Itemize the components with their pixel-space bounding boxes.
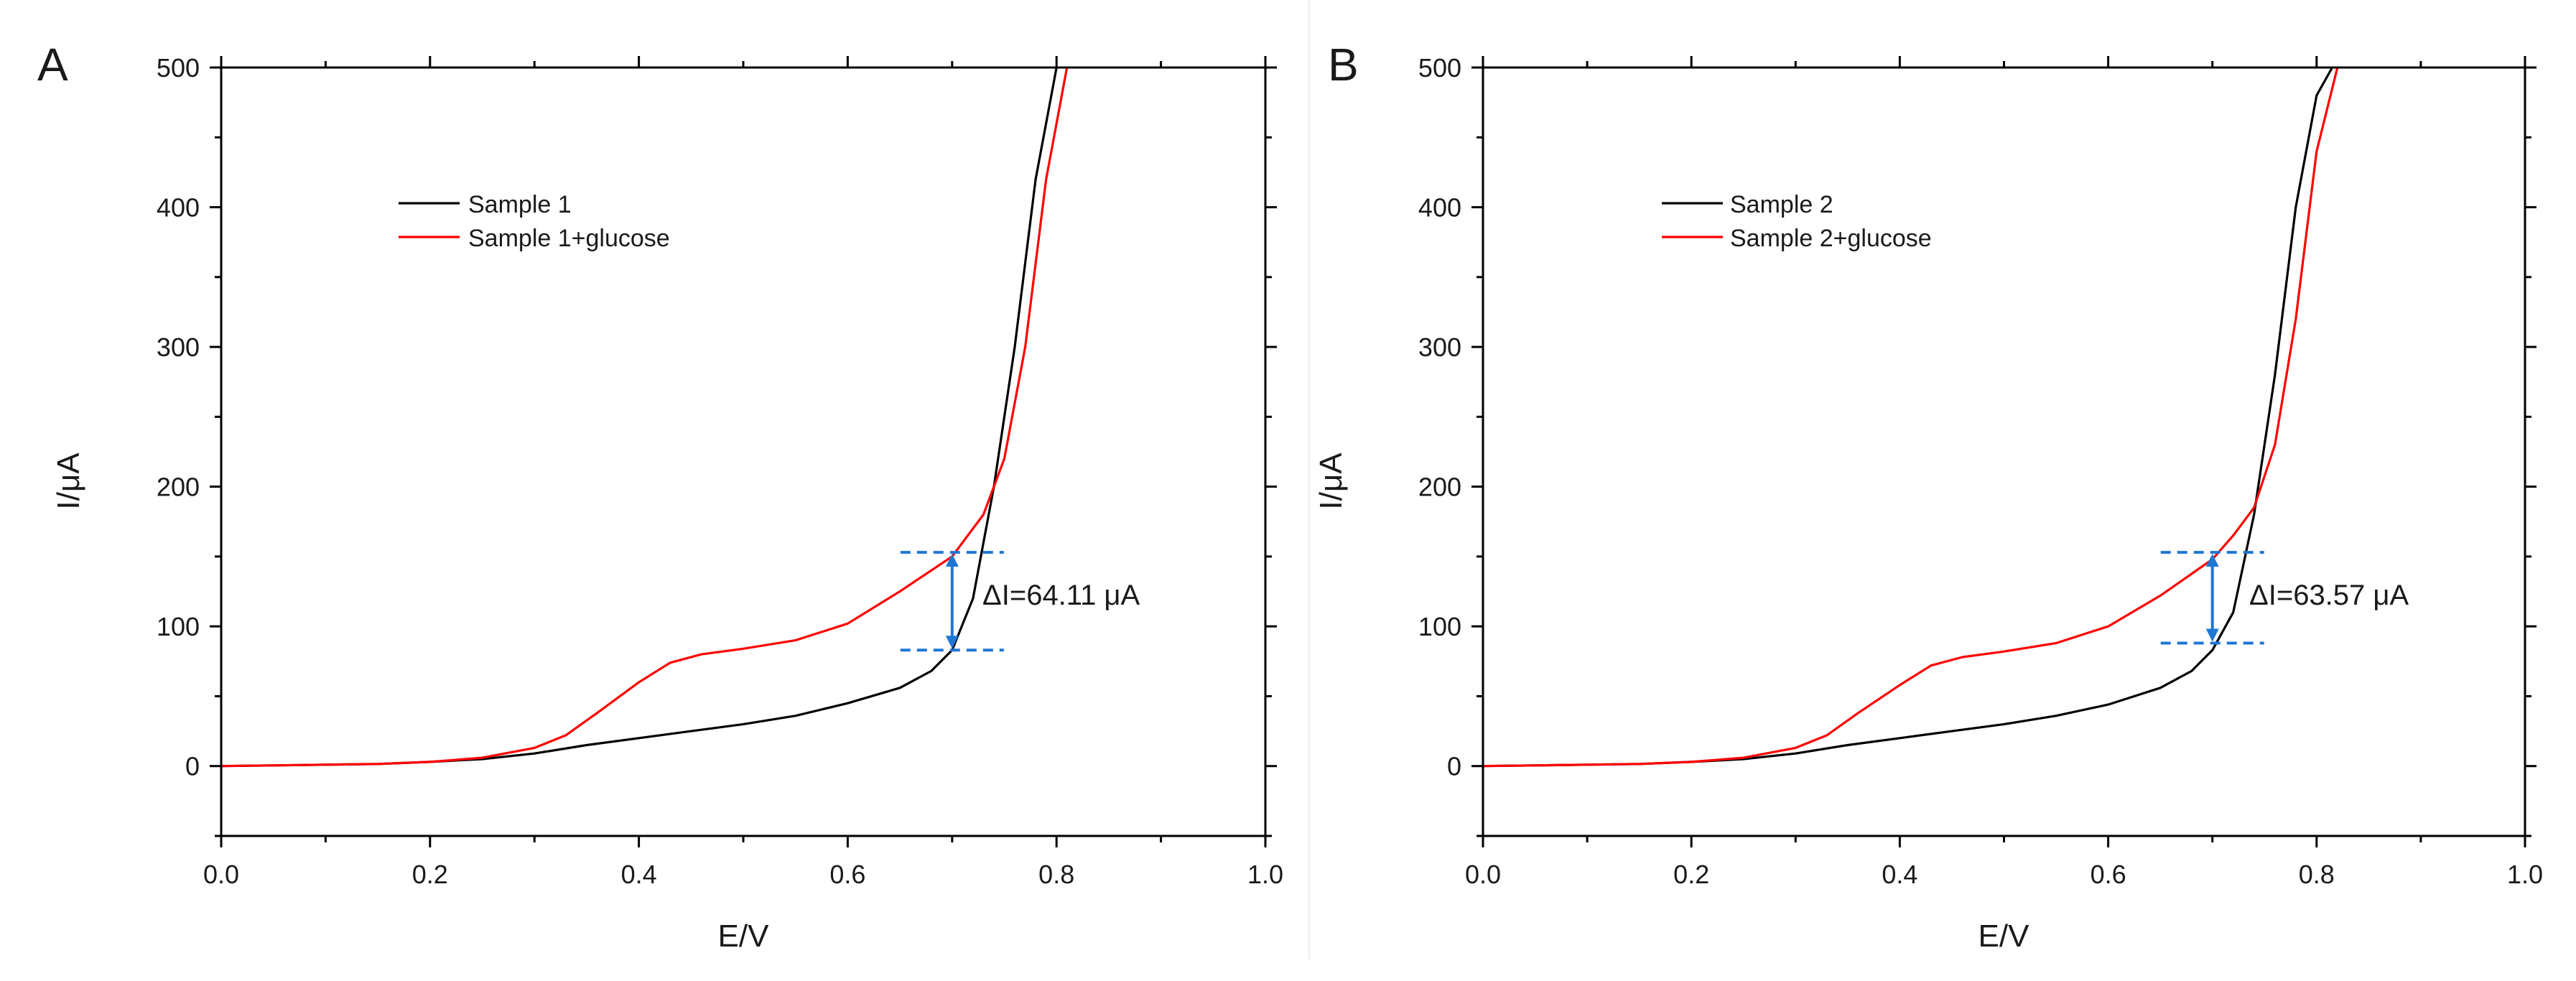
x-tick-label: 1.0 — [1247, 860, 1283, 889]
y-axis-label: I/μA — [1313, 452, 1349, 510]
x-tick-label: 0.0 — [203, 860, 239, 889]
plot-frame — [220, 66, 1267, 837]
x-axis-label: E/V — [718, 919, 770, 954]
x-tick-label: 0.6 — [2091, 860, 2126, 889]
chart-panel-b: B I/μA E/V ΔI=63.57 μA Sample 2 Sample 2… — [1313, 39, 2543, 954]
chart-panel-a: A I/μA E/V ΔI=64.11 μA Sample 1 Sample 1… — [37, 39, 1283, 954]
series-line-2 — [221, 68, 1069, 768]
x-axis-label: E/V — [1979, 919, 2030, 954]
legend-label-1: Sample 2 — [1730, 191, 1833, 218]
series-line-1 — [1483, 68, 2333, 768]
y-tick-label: 100 — [157, 612, 200, 641]
legend-label-2: Sample 2+glucose — [1730, 225, 1932, 252]
panel-label: B — [1328, 39, 1359, 90]
plot-frame — [1482, 66, 2526, 837]
y-axis-label: I/μA — [51, 452, 86, 510]
x-tick-label: 0.2 — [412, 860, 448, 889]
series-line-1 — [221, 68, 1058, 768]
panel-label: A — [37, 39, 68, 90]
y-tick-label: 0 — [1447, 752, 1461, 781]
annotation-arrow-head-up — [945, 554, 959, 567]
y-tick-label: 300 — [157, 333, 200, 362]
x-tick-label: 0.8 — [2299, 860, 2335, 889]
y-tick-label: 300 — [1418, 333, 1461, 362]
y-tick-label: 400 — [157, 193, 200, 223]
x-tick-label: 0.4 — [621, 860, 657, 889]
y-tick-label: 0 — [185, 752, 200, 781]
y-tick-label: 100 — [1418, 612, 1461, 641]
annotation-arrow-head-down — [945, 636, 959, 649]
annotation-label: ΔI=63.57 μA — [2249, 580, 2409, 611]
legend: Sample 2 Sample 2+glucose — [1730, 191, 1932, 252]
y-tick-label: 200 — [157, 473, 200, 502]
y-tick-label: 200 — [1418, 473, 1461, 502]
series-line-2 — [1483, 68, 2339, 768]
annotation-arrow-head-up — [2205, 554, 2219, 567]
x-tick-label: 0.2 — [1673, 860, 1709, 889]
annotation-label: ΔI=64.11 μA — [982, 580, 1140, 611]
legend-label-2: Sample 1+glucose — [468, 225, 670, 252]
x-tick-label: 0.4 — [1882, 860, 1917, 889]
y-tick-label: 400 — [1418, 193, 1461, 223]
x-tick-label: 0.8 — [1038, 860, 1074, 889]
x-tick-label: 1.0 — [2507, 860, 2543, 889]
x-tick-label: 0.0 — [1465, 860, 1501, 889]
panel-divider — [1308, 0, 1310, 959]
x-tick-label: 0.6 — [829, 860, 865, 889]
y-tick-label: 500 — [1418, 53, 1461, 83]
y-tick-label: 500 — [157, 53, 200, 83]
legend: Sample 1 Sample 1+glucose — [468, 191, 670, 252]
legend-label-1: Sample 1 — [468, 191, 572, 218]
annotation-arrow-head-down — [2205, 628, 2219, 642]
